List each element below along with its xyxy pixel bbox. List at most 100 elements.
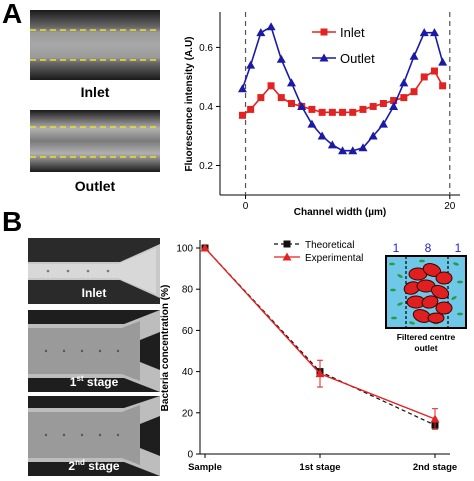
chart-a-point-inlet	[390, 97, 398, 105]
chart-a-point-inlet	[277, 94, 285, 102]
outlet-channel-image	[30, 110, 160, 172]
inlet-channel-graphic	[30, 10, 160, 80]
second-stage-word: stage	[84, 459, 120, 473]
chart-b-point-experimental	[430, 414, 440, 423]
chart-a-point-outlet	[256, 28, 266, 37]
b-inlet-graphic	[28, 238, 160, 304]
inset-number-right: 1	[455, 241, 462, 255]
filtered-centre-inset: 1 8 1 Filtered centre outlet	[385, 241, 467, 353]
chart-a-legend-label: Inlet	[340, 25, 365, 40]
chart-a-point-outlet	[419, 28, 429, 37]
chart-b-y-tick-label: 80	[182, 285, 194, 296]
chart-a-point-inlet	[257, 94, 265, 102]
chart-a-point-inlet	[349, 108, 357, 116]
b-first-stage-label: 1st stage	[28, 374, 160, 389]
b-first-stage-graphic	[28, 310, 160, 392]
chart-a-point-inlet	[267, 82, 275, 90]
fluorescence-chart: 0.2 0.4 0.6 0 20 Inlet Outlet Channel width (…	[184, 12, 460, 218]
chart-a-point-inlet	[400, 94, 408, 102]
chart-b-point-experimental	[200, 243, 210, 252]
chart-a-point-outlet	[317, 131, 327, 140]
chart-a-point-inlet	[410, 88, 418, 96]
chart-b-legend-marker	[282, 252, 292, 261]
inlet-channel-image	[30, 10, 160, 80]
chart-b-y-tick-label: 100	[176, 244, 193, 255]
chart-a-point-outlet	[276, 54, 286, 63]
chart-a-point-inlet	[238, 111, 246, 119]
chart-b-y-axis-label: Bacteria concentration (%)	[160, 285, 171, 412]
second-stage-number: 2	[68, 459, 76, 473]
chart-b-y-tick-label: 60	[182, 326, 194, 337]
chart-a-point-inlet	[369, 102, 377, 110]
second-stage-suffix: nd	[75, 458, 85, 467]
bacteria-concentration-chart: 0 20 40 60 80 100 Sample 1st stage 2nd stage The…	[160, 240, 467, 473]
chart-a-point-outlet	[368, 131, 378, 140]
chart-a-legend-label: Outlet	[340, 51, 375, 66]
chart-a-point-outlet	[266, 22, 276, 31]
chart-a-legend-marker	[320, 28, 328, 36]
chart-a-point-outlet	[286, 78, 296, 87]
chart-a-point-inlet	[379, 100, 387, 107]
chart-a-point-inlet	[328, 108, 336, 116]
panel-b-letter: B	[2, 206, 23, 237]
b-inlet-label: Inlet	[81, 286, 107, 300]
chart-a-y-axis-label: Fluorescence intensity (A.U)	[184, 36, 195, 171]
outlet-image-label: Outlet	[74, 178, 116, 194]
chart-b-legend-label: Experimental	[305, 253, 363, 264]
chart-b-x-tick-label: Sample	[188, 462, 222, 473]
chart-a-point-outlet	[378, 119, 388, 128]
chart-a-point-outlet	[246, 60, 256, 69]
chart-a-y-tick-label: 0.4	[199, 102, 213, 113]
chart-b-y-tick-label: 20	[182, 408, 194, 419]
chart-a-point-outlet	[307, 119, 317, 128]
chart-a-point-inlet	[287, 100, 295, 107]
inset-caption-line1: Filtered centre	[397, 332, 456, 342]
first-stage-word: stage	[83, 375, 119, 389]
chart-a-point-outlet	[438, 57, 448, 66]
chart-a-point-inlet	[420, 73, 428, 81]
inlet-image-label: Inlet	[80, 84, 110, 100]
chart-a-x-axis-label: Channel width (µm)	[294, 207, 386, 218]
chart-a-y-tick-label: 0.2	[199, 161, 213, 172]
chart-a-point-outlet	[389, 101, 399, 110]
outlet-channel-graphic	[30, 110, 160, 172]
chart-b-x-tick-label: 2nd stage	[413, 462, 457, 473]
chart-b-y-tick-label: 0	[187, 450, 193, 461]
chart-a-point-outlet	[327, 140, 337, 149]
chart-a-point-inlet	[318, 108, 326, 116]
chart-a-legend-marker	[319, 53, 329, 62]
chart-a-point-outlet	[429, 28, 439, 37]
chart-a-point-inlet	[439, 82, 447, 90]
b-second-stage-label: 2nd stage	[28, 458, 160, 473]
chart-b-x-tick-label: 1st stage	[299, 462, 340, 473]
inset-bacteria	[389, 259, 463, 325]
chart-b-legend-marker	[283, 240, 291, 248]
b-first-stage-image	[28, 310, 160, 392]
panel-a-letter: A	[2, 0, 23, 29]
b-second-stage-graphic	[28, 396, 160, 476]
chart-b-point-experimental	[315, 369, 325, 378]
chart-a-point-inlet	[339, 108, 347, 116]
chart-a-point-inlet	[430, 67, 438, 75]
inset-cells	[403, 263, 453, 324]
chart-a-point-inlet	[247, 105, 255, 113]
b-second-stage-image	[28, 396, 160, 476]
b-inlet-image	[28, 238, 160, 304]
chart-a-x-tick-label: 20	[444, 201, 456, 212]
chart-a-y-tick-label: 0.6	[199, 43, 213, 54]
chart-a-point-outlet	[409, 51, 419, 60]
first-stage-number: 1	[69, 375, 77, 389]
inset-number-middle: 8	[425, 241, 432, 255]
chart-a-point-inlet	[359, 105, 367, 113]
inset-number-left: 1	[393, 241, 400, 255]
chart-a-point-inlet	[308, 105, 316, 113]
chart-b-y-tick-label: 40	[182, 367, 194, 378]
chart-a-point-outlet	[358, 143, 368, 152]
inset-caption-line2: outlet	[414, 343, 437, 353]
chart-a-point-outlet	[237, 84, 247, 93]
first-stage-suffix: st	[76, 374, 84, 383]
chart-b-legend-label: Theoretical	[305, 240, 354, 251]
chart-a-point-outlet	[297, 101, 307, 110]
chart-a-x-tick-label: 0	[243, 201, 249, 212]
chart-a-point-outlet	[348, 146, 358, 155]
